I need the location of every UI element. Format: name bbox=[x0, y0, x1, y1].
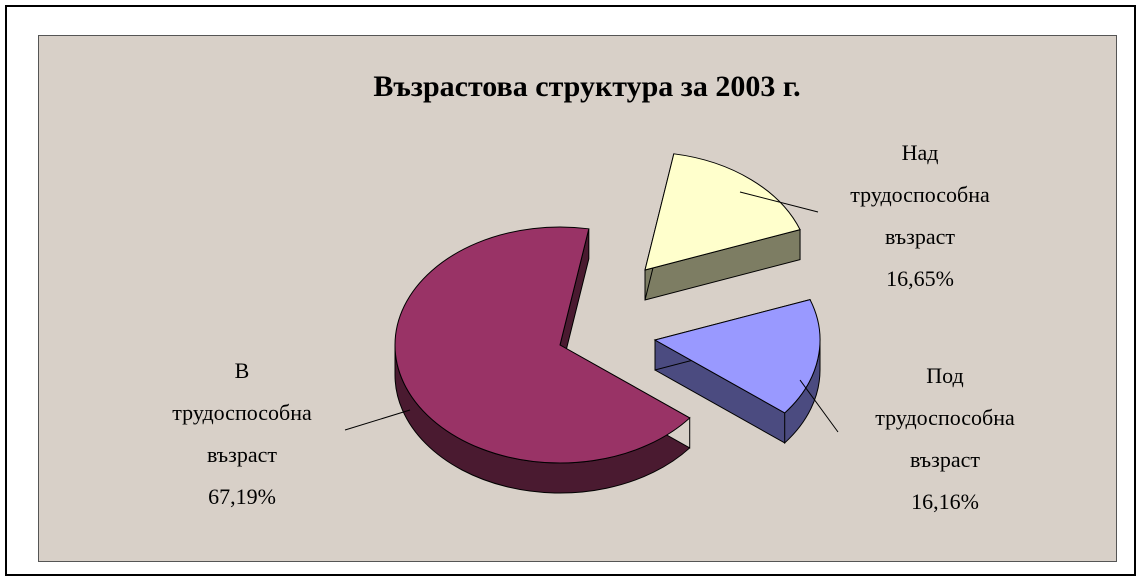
label-line: трудоспособна bbox=[172, 400, 312, 425]
value-label: 67,19% bbox=[208, 484, 276, 509]
value-label: 16,65% bbox=[886, 266, 954, 291]
value-label: 16,16% bbox=[911, 489, 979, 514]
label-line: Под bbox=[926, 363, 963, 388]
label-line: възраст bbox=[885, 224, 955, 249]
leader-line-working-age bbox=[344, 409, 411, 431]
chart-title: Възрастова структура за 2003 г. bbox=[373, 70, 800, 103]
leader-line-below-working-age bbox=[799, 379, 839, 433]
slice-below-working-age-top bbox=[653, 299, 821, 414]
slice-above-working-age bbox=[644, 153, 801, 301]
slice-below-working-age bbox=[653, 298, 821, 445]
slice-working-age bbox=[394, 226, 691, 494]
label-line: възраст bbox=[207, 442, 277, 467]
data-label-above-working-age: Над трудоспособна възраст 16,65% bbox=[850, 140, 990, 291]
label-line: трудоспособна bbox=[875, 405, 1015, 430]
label-line: В bbox=[235, 358, 250, 383]
leader-line-above-working-age bbox=[739, 191, 819, 213]
label-line: трудоспособна bbox=[850, 182, 990, 207]
slice-above-working-age-top bbox=[644, 153, 801, 271]
data-label-working-age: В трудоспособна възраст 67,19% bbox=[172, 358, 312, 509]
label-line: възраст bbox=[910, 447, 980, 472]
label-line: Над bbox=[902, 140, 939, 165]
data-label-below-working-age: Под трудоспособна възраст 16,16% bbox=[875, 363, 1015, 514]
slice-working-age-top bbox=[394, 226, 691, 464]
